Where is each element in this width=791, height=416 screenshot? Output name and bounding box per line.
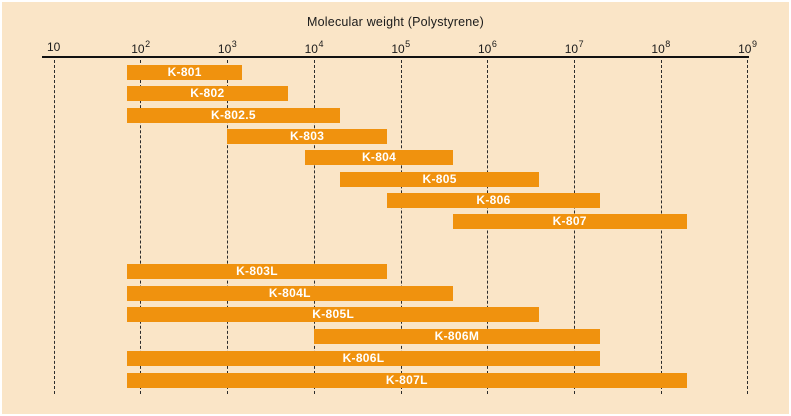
bar-k-804l: K-804L	[126, 285, 453, 301]
bar-label-k-807: K-807	[552, 214, 587, 229]
axis-tick-label-10e5: 105	[391, 39, 411, 56]
bar-k-806: K-806	[387, 192, 600, 208]
bar-label-k-806m: K-806M	[434, 329, 480, 344]
bar-label-k-806l: K-806L	[342, 350, 385, 365]
bar-label-k-802.5: K-802.5	[211, 107, 256, 122]
bar-k-807: K-807	[452, 214, 687, 230]
bar-k-803l: K-803L	[126, 264, 388, 279]
bar-label-k-803l: K-803L	[236, 264, 278, 278]
bar-k-802.5: K-802.5	[126, 107, 340, 123]
gridline-10e4	[313, 60, 315, 394]
bar-label-k-806: K-806	[476, 192, 511, 207]
gridline-10e2	[140, 60, 142, 394]
gridline-10e3	[227, 60, 229, 394]
bar-label-k-804l: K-804L	[268, 285, 311, 300]
chart-title: Molecular weight (Polystyrene)	[307, 15, 484, 29]
bar-k-806l: K-806L	[126, 350, 600, 366]
axis-tick-label-10e7: 107	[564, 39, 584, 56]
bar-k-806m: K-806M	[313, 329, 600, 345]
bar-label-k-805: K-805	[422, 171, 457, 186]
bar-k-803: K-803	[227, 128, 388, 144]
bar-k-805l: K-805L	[126, 307, 540, 323]
bar-k-802: K-802	[126, 86, 288, 102]
bar-k-807l: K-807L	[126, 372, 687, 388]
bar-label-k-805l: K-805L	[312, 307, 355, 322]
axis-tick-label-10e4: 104	[304, 39, 324, 56]
bar-label-k-802: K-802	[190, 86, 225, 101]
axis-tick-label-10e2: 102	[131, 39, 151, 56]
x-axis-line	[42, 56, 749, 58]
bar-label-k-801: K-801	[167, 65, 202, 79]
axis-tick-label-10e9: 109	[738, 39, 757, 56]
axis-tick-label-10e8: 108	[651, 39, 671, 56]
bar-label-k-807l: K-807L	[385, 372, 428, 387]
gridline-10e1	[53, 60, 55, 394]
axis-tick-label-10e3: 103	[217, 39, 237, 56]
gridline-10e9	[747, 60, 749, 394]
axis-tick-label-10e6: 106	[478, 39, 497, 56]
bar-k-801: K-801	[126, 65, 243, 80]
bar-label-k-803: K-803	[289, 128, 325, 143]
axis-tick-label-10e1: 10	[47, 40, 61, 54]
bar-k-805: K-805	[339, 171, 540, 187]
gridline-10e5	[400, 60, 402, 394]
bar-k-804: K-804	[305, 150, 453, 166]
bar-label-k-804: K-804	[361, 150, 397, 165]
